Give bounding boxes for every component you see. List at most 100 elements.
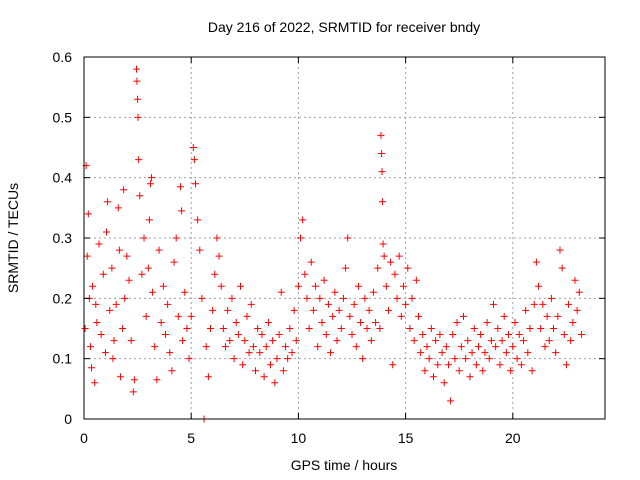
- data-point: [320, 276, 328, 284]
- data-point: [106, 306, 114, 314]
- data-point: [417, 349, 425, 357]
- data-point: [384, 306, 392, 314]
- data-point: [457, 343, 465, 351]
- data-point: [159, 282, 167, 290]
- data-point: [273, 355, 281, 363]
- data-point: [560, 331, 568, 339]
- data-point: [377, 131, 385, 139]
- data-point: [502, 349, 510, 357]
- data-point: [219, 325, 227, 332]
- y-axis-label: SRMTID / TECUs: [5, 183, 21, 293]
- data-point: [382, 282, 390, 290]
- data-point: [485, 355, 493, 363]
- data-point: [275, 331, 283, 339]
- data-point: [247, 300, 255, 308]
- data-point: [303, 294, 311, 302]
- data-point: [206, 325, 214, 332]
- data-point: [327, 349, 335, 357]
- data-point: [134, 95, 142, 103]
- data-point: [297, 234, 305, 242]
- data-point: [423, 343, 431, 351]
- data-point: [374, 264, 382, 272]
- data-point: [369, 288, 377, 296]
- data-point: [190, 156, 198, 164]
- data-point: [292, 337, 300, 345]
- data-point: [312, 282, 320, 290]
- data-point: [262, 343, 270, 351]
- data-point: [194, 216, 202, 224]
- data-point: [185, 355, 193, 363]
- data-point: [316, 294, 324, 302]
- data-point: [389, 361, 397, 369]
- data-point: [95, 240, 103, 248]
- x-axis-label: GPS time / hours: [291, 457, 398, 473]
- data-point: [509, 343, 517, 351]
- data-point: [237, 282, 245, 290]
- data-point: [329, 312, 337, 320]
- data-point: [198, 294, 206, 302]
- data-point: [144, 264, 152, 272]
- data-point: [569, 318, 577, 326]
- data-point: [136, 192, 144, 200]
- data-point: [393, 294, 401, 302]
- data-point: [148, 174, 156, 182]
- data-point: [339, 294, 347, 302]
- data-point: [256, 349, 264, 357]
- data-point: [108, 264, 116, 272]
- data-point: [133, 65, 141, 73]
- data-point: [155, 246, 163, 254]
- data-point: [434, 361, 442, 369]
- data-point: [573, 306, 581, 314]
- data-point: [517, 361, 525, 369]
- chart-title: Day 216 of 2022, SRMTID for receiver bnd…: [208, 19, 480, 35]
- data-point: [245, 349, 253, 357]
- data-point: [241, 337, 249, 345]
- data-point: [477, 331, 485, 339]
- data-point: [440, 379, 448, 387]
- y-tick-label: 0.2: [53, 290, 73, 306]
- y-tick-label: 0.5: [53, 109, 73, 125]
- data-point: [99, 270, 107, 278]
- data-point: [481, 349, 489, 357]
- data-point: [556, 246, 564, 254]
- data-point: [490, 300, 498, 308]
- data-point: [110, 337, 118, 345]
- data-point: [505, 331, 513, 339]
- data-point: [215, 252, 223, 260]
- data-point: [359, 355, 367, 363]
- data-point: [333, 337, 341, 345]
- data-point: [395, 252, 403, 260]
- data-point: [571, 276, 579, 284]
- data-point: [496, 361, 504, 369]
- data-point: [151, 343, 159, 351]
- data-point: [301, 270, 309, 278]
- data-point: [537, 325, 545, 332]
- data-point: [567, 337, 575, 345]
- data-point: [181, 288, 189, 296]
- data-point: [475, 343, 483, 351]
- data-point: [511, 318, 519, 326]
- data-point: [372, 318, 380, 326]
- data-point: [577, 331, 585, 339]
- data-point: [455, 367, 463, 375]
- data-point: [81, 325, 89, 332]
- data-point: [174, 312, 182, 320]
- data-point: [83, 252, 91, 260]
- data-point: [404, 264, 412, 272]
- data-point: [530, 300, 538, 308]
- data-point: [507, 367, 515, 375]
- data-point: [526, 325, 534, 332]
- data-point: [217, 282, 225, 290]
- data-point: [387, 258, 395, 266]
- data-point: [271, 379, 279, 387]
- data-point: [500, 312, 508, 320]
- data-point: [254, 325, 262, 332]
- data-point: [449, 331, 457, 339]
- data-point: [119, 325, 127, 332]
- data-point: [138, 270, 146, 278]
- data-point: [464, 337, 472, 345]
- data-point: [290, 306, 298, 314]
- data-point: [524, 349, 532, 357]
- data-point: [91, 379, 99, 387]
